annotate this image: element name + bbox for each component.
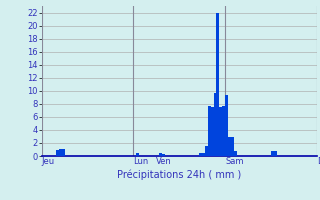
Bar (56, 150, 59, 156)
Bar (234, 151, 236, 156)
Bar (162, 154, 165, 156)
Bar (214, 93, 216, 156)
Bar (225, 95, 228, 156)
Bar (208, 106, 211, 156)
Bar (216, 13, 219, 156)
Bar (219, 107, 222, 156)
Bar (271, 151, 274, 156)
Bar (62, 149, 65, 156)
Bar (136, 153, 139, 156)
Bar (205, 146, 208, 156)
Bar (274, 151, 277, 156)
Bar (59, 149, 62, 156)
Bar (199, 153, 202, 156)
Bar (222, 106, 225, 156)
Bar (202, 153, 205, 156)
Bar (211, 107, 214, 156)
Bar (228, 137, 231, 156)
Bar (159, 153, 162, 156)
X-axis label: Précipitations 24h ( mm ): Précipitations 24h ( mm ) (117, 169, 241, 180)
Bar (231, 137, 234, 156)
